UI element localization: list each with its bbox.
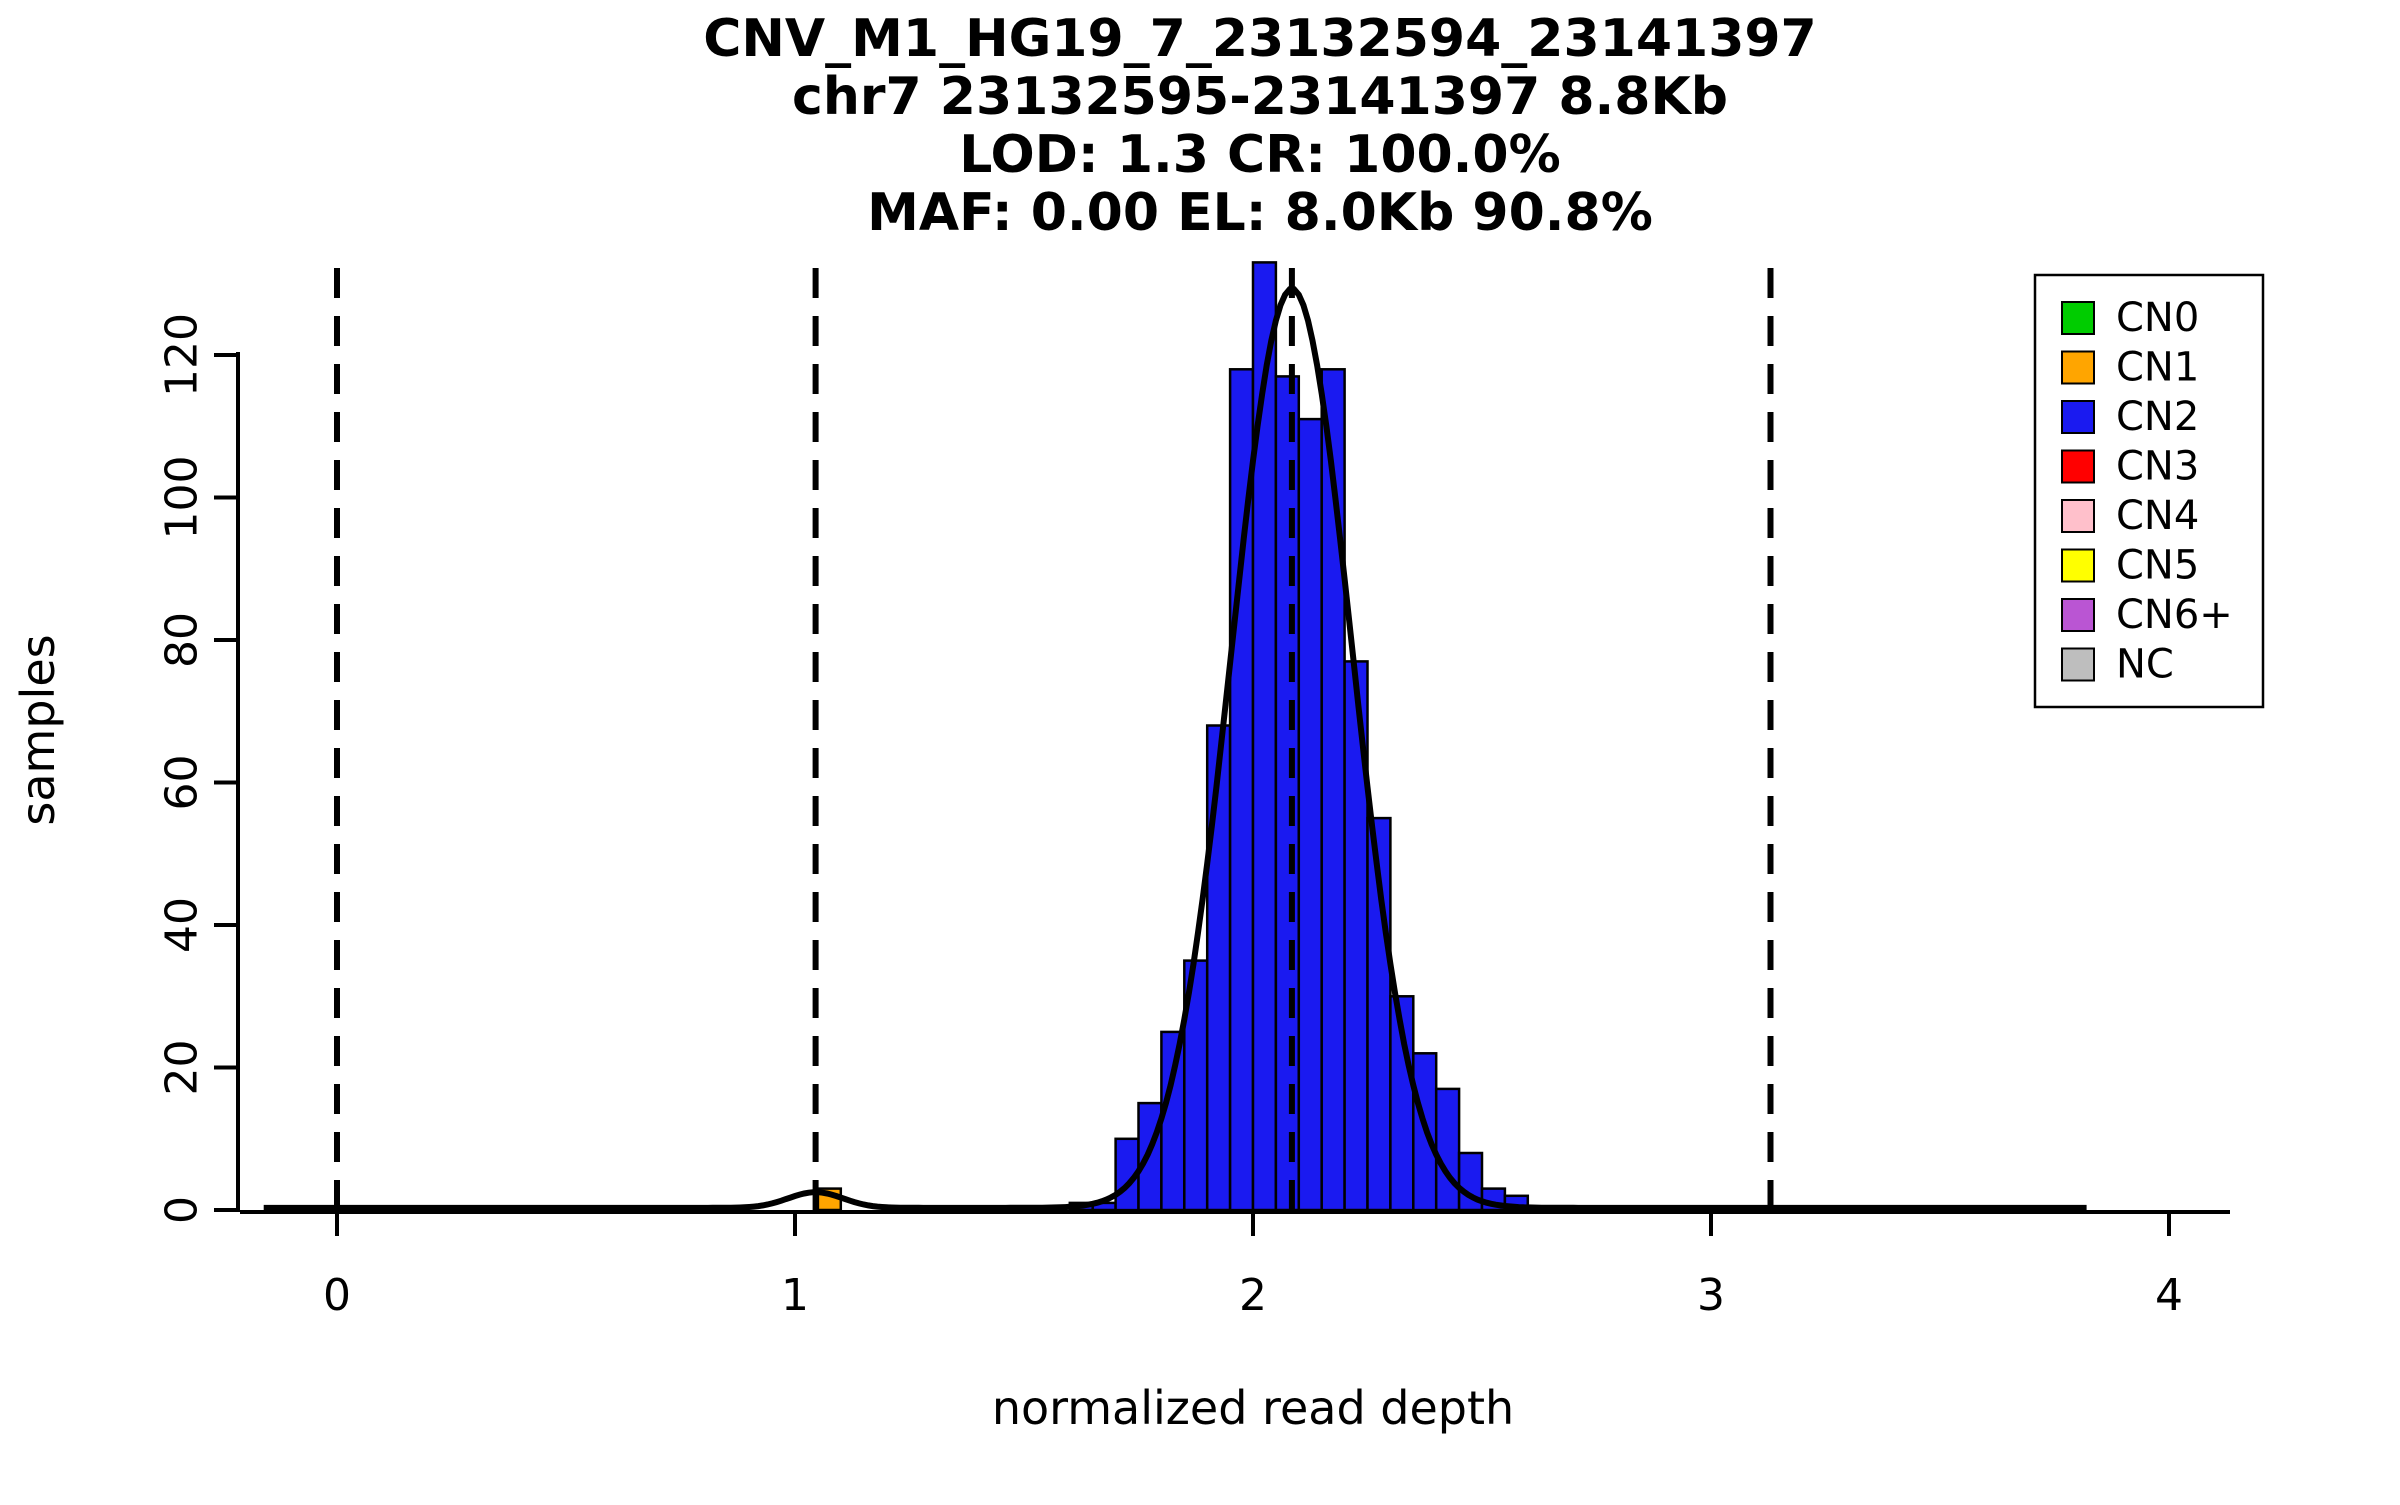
legend-label-cn4: CN4 — [2116, 493, 2199, 539]
y-tick-label: 120 — [157, 313, 208, 397]
x-tick-label: 4 — [2155, 1270, 2183, 1321]
y-axis-ticks: 0 20 40 60 80 100 120 — [157, 313, 238, 1224]
legend-swatch-cn2 — [2061, 400, 2095, 434]
y-tick-label: 80 — [157, 612, 208, 668]
legend-label-nc: NC — [2116, 642, 2174, 688]
histogram-bar-cn2 — [1160, 1030, 1186, 1212]
legend-swatch-cn6+ — [2061, 598, 2095, 632]
legend-label-cn5: CN5 — [2116, 543, 2199, 589]
x-tick-label: 0 — [323, 1270, 351, 1321]
legend-label-cn6+: CN6+ — [2116, 592, 2233, 638]
y-tick-label: 20 — [157, 1040, 208, 1096]
histogram-bar-cn2 — [1434, 1087, 1461, 1212]
chart-titles: CNV_M1_HG19_7_23132594_23141397 chr7 231… — [703, 9, 1817, 243]
legend-label-cn1: CN1 — [2116, 345, 2199, 391]
legend-swatch-cn1 — [2061, 350, 2095, 385]
legend-swatch-cn5 — [2061, 548, 2095, 583]
x-axis-ticks: 0 1 2 3 4 — [323, 1212, 2183, 1321]
y-tick-label: 100 — [157, 456, 208, 540]
chart-title-line-3: LOD: 1.3 CR: 100.0% — [959, 125, 1560, 185]
histogram-bar-cn2 — [1274, 375, 1301, 1212]
y-tick-label: 40 — [157, 897, 208, 953]
legend-label-cn0: CN0 — [2116, 295, 2199, 341]
chart-title-line-2: chr7 23132595-23141397 8.8Kb — [792, 67, 1728, 127]
legend-swatch-cn3 — [2061, 449, 2095, 484]
y-axis: 0 20 40 60 80 100 120 samples — [11, 313, 240, 1224]
x-tick-label: 1 — [781, 1270, 809, 1321]
histogram-bar-cn2 — [1297, 417, 1323, 1212]
legend-swatch-cn4 — [2061, 499, 2095, 533]
legend-box — [2033, 273, 2265, 709]
x-axis-label: normalized read depth — [992, 1381, 1514, 1435]
chart-title-line-1: CNV_M1_HG19_7_23132594_23141397 — [703, 9, 1817, 69]
y-axis-label: samples — [11, 634, 65, 825]
legend-label-cn2: CN2 — [2116, 394, 2199, 440]
y-tick-label: 0 — [157, 1196, 208, 1224]
density-curve — [263, 286, 2087, 1211]
legend-label-cn3: CN3 — [2116, 444, 2199, 490]
x-tick-label: 2 — [1239, 1270, 1267, 1321]
legend-swatch-nc — [2061, 647, 2095, 682]
chart-title-line-4: MAF: 0.00 EL: 8.0Kb 90.8% — [867, 183, 1653, 243]
x-tick-label: 3 — [1697, 1270, 1725, 1321]
histogram-bar-cn2 — [1251, 261, 1278, 1212]
histogram-bar-cn2 — [1205, 724, 1232, 1212]
legend-swatch-cn0 — [2061, 301, 2095, 335]
y-tick-label: 60 — [157, 755, 208, 811]
cn-cluster-mean-lines — [334, 262, 1774, 1210]
x-axis: 0 1 2 3 4 normalized read depth — [240, 1210, 2230, 1435]
